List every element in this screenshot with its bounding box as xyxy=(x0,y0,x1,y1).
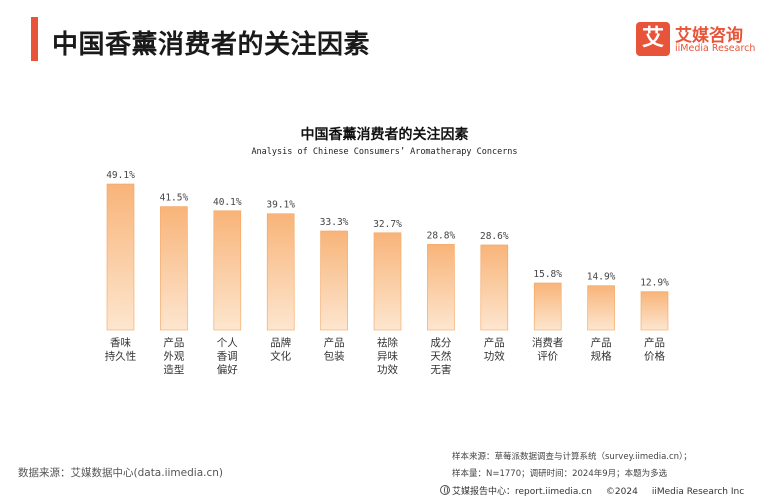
bar xyxy=(373,232,402,331)
sample-source: 样本来源：草莓派数据调查与计算系统（survey.iimedia.cn）； xyxy=(452,452,692,462)
bar xyxy=(533,282,562,331)
bar xyxy=(266,213,295,331)
category-label: 产品功效 xyxy=(484,336,505,363)
data-label: 41.5% xyxy=(160,193,189,204)
page-title: 中国香薰消费者的关注因素 xyxy=(52,30,371,60)
bar xyxy=(320,230,348,331)
chart-title: 中国香薰消费者的关注因素 xyxy=(300,127,469,143)
data-label: 32.7% xyxy=(373,219,402,230)
globe-icon xyxy=(440,485,450,495)
brand-logo: 艾 艾媒咨询 iiMedia Research xyxy=(636,22,761,58)
brand-name-cn: 艾媒咨询 xyxy=(675,26,743,46)
category-label: 祛除异味功效 xyxy=(377,336,398,376)
chart-subtitle: Analysis of Chinese Consumers’ Aromather… xyxy=(251,147,518,157)
brand-name-en: iiMedia Research xyxy=(675,43,756,54)
category-label: 产品价格 xyxy=(644,336,665,363)
data-label: 14.9% xyxy=(587,272,616,283)
data-label: 49.1% xyxy=(106,170,135,181)
category-label: 品牌文化 xyxy=(270,336,291,363)
bar xyxy=(480,244,509,331)
bar xyxy=(427,244,455,331)
category-label: 个人香调偏好 xyxy=(217,337,238,376)
bar xyxy=(160,206,188,331)
category-label: 消费者评价 xyxy=(532,336,564,363)
footer-bar: 艾媒报告中心：report.iimedia.cn ©2024 iiMedia Res… xyxy=(440,484,744,497)
data-label: 33.3% xyxy=(320,217,349,228)
title-accent-bar xyxy=(31,17,38,61)
data-label: 15.8% xyxy=(533,269,562,280)
data-label: 40.1% xyxy=(213,197,242,208)
category-label: 成分天然无害 xyxy=(430,337,451,376)
category-label: 香味持久性 xyxy=(105,337,137,363)
company-name: iiMedia Research Inc xyxy=(651,487,745,497)
data-source: 数据来源：艾媒数据中心(data.iimedia.cn) xyxy=(18,467,223,479)
category-label: 产品包装 xyxy=(324,336,345,363)
data-label: 28.8% xyxy=(427,230,456,241)
copyright: ©2024 xyxy=(605,487,638,497)
bar xyxy=(213,210,242,331)
data-label: 12.9% xyxy=(640,278,669,289)
sample-info: 样本量：N=1770；调研时间：2024年9月；本题为多选 xyxy=(452,469,668,479)
bar xyxy=(106,183,135,331)
bar xyxy=(640,291,669,331)
data-label: 39.1% xyxy=(266,200,295,211)
data-label: 28.6% xyxy=(480,231,509,242)
iimedia-logo-icon: 艾 xyxy=(636,22,670,56)
category-label: 产品规格 xyxy=(591,336,612,363)
category-label: 产品外观造型 xyxy=(163,336,184,376)
report-site-link[interactable]: 艾媒报告中心：report.iimedia.cn xyxy=(452,487,592,497)
bar xyxy=(587,285,615,331)
